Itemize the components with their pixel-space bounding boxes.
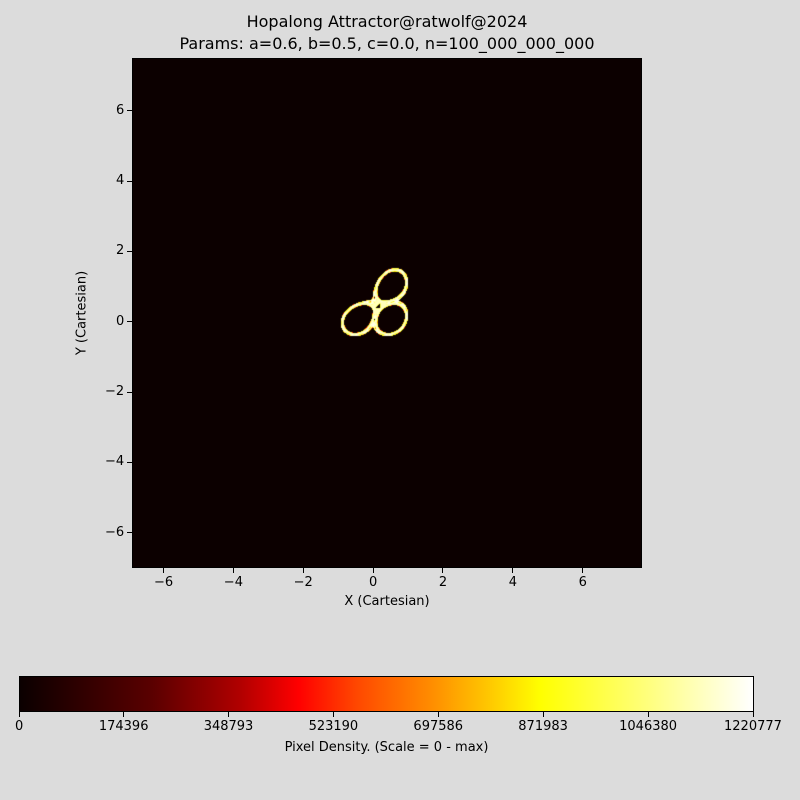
y-tick-label: 0	[116, 313, 125, 329]
x-tick-mark	[162, 568, 164, 573]
colorbar-tick-mark	[123, 712, 125, 717]
y-tick-mark	[127, 110, 132, 112]
x-tick-label: 2	[438, 575, 448, 590]
x-tick-mark	[232, 568, 234, 573]
density-raster	[133, 59, 641, 567]
x-tick-mark	[442, 568, 444, 573]
y-tick-mark	[127, 391, 132, 393]
colorbar-tick-label: 1220777	[724, 719, 782, 734]
y-tick-label: 2	[116, 243, 125, 259]
x-tick-label: −2	[293, 575, 313, 590]
y-tick-mark	[127, 180, 132, 182]
x-axis-label: X (Cartesian)	[344, 594, 430, 609]
colorbar-tick-label: 697586	[413, 719, 464, 734]
y-tick-mark	[127, 250, 132, 252]
colorbar-tick-mark	[333, 712, 335, 717]
y-tick-label: 6	[116, 102, 125, 118]
x-tick-mark	[302, 568, 304, 573]
y-tick-mark	[127, 321, 132, 323]
colorbar	[19, 676, 754, 712]
chart-title: Hopalong Attractor@ratwolf@2024	[246, 12, 528, 31]
x-tick-label: −4	[223, 575, 243, 590]
colorbar-label: Pixel Density. (Scale = 0 - max)	[284, 740, 489, 755]
colorbar-tick-label: 871983	[518, 719, 568, 734]
y-tick-label: −6	[105, 524, 125, 540]
x-tick-label: 6	[578, 575, 587, 590]
colorbar-tick-label: 1046380	[619, 719, 678, 734]
attractor-image	[133, 59, 641, 567]
colorbar-tick-label: 523190	[308, 719, 359, 734]
colorbar-tick-mark	[647, 712, 649, 717]
x-tick-label: −6	[153, 575, 174, 590]
y-tick-label: −2	[105, 384, 125, 400]
plot-area	[132, 58, 642, 568]
x-tick-mark	[512, 568, 514, 573]
y-tick-label: −4	[105, 454, 125, 470]
colorbar-tick-mark	[752, 712, 754, 717]
colorbar-tick-label: 0	[15, 719, 24, 734]
x-tick-mark	[372, 568, 374, 573]
colorbar-tick-mark	[542, 712, 544, 717]
colorbar-tick-mark	[18, 712, 20, 717]
chart-subtitle: Params: a=0.6, b=0.5, c=0.0, n=100_000_0…	[179, 34, 595, 53]
y-tick-label: 4	[116, 173, 125, 189]
colorbar-tick-mark	[437, 712, 439, 717]
y-axis-label: Y (Cartesian)	[74, 270, 90, 356]
colorbar-tick-label: 174396	[98, 719, 149, 734]
x-tick-mark	[582, 568, 584, 573]
y-tick-mark	[127, 532, 132, 534]
colorbar-tick-mark	[228, 712, 230, 717]
y-tick-mark	[127, 461, 132, 463]
x-tick-label: 4	[508, 575, 518, 590]
x-tick-label: 0	[369, 575, 378, 590]
colorbar-tick-label: 348793	[203, 719, 254, 734]
